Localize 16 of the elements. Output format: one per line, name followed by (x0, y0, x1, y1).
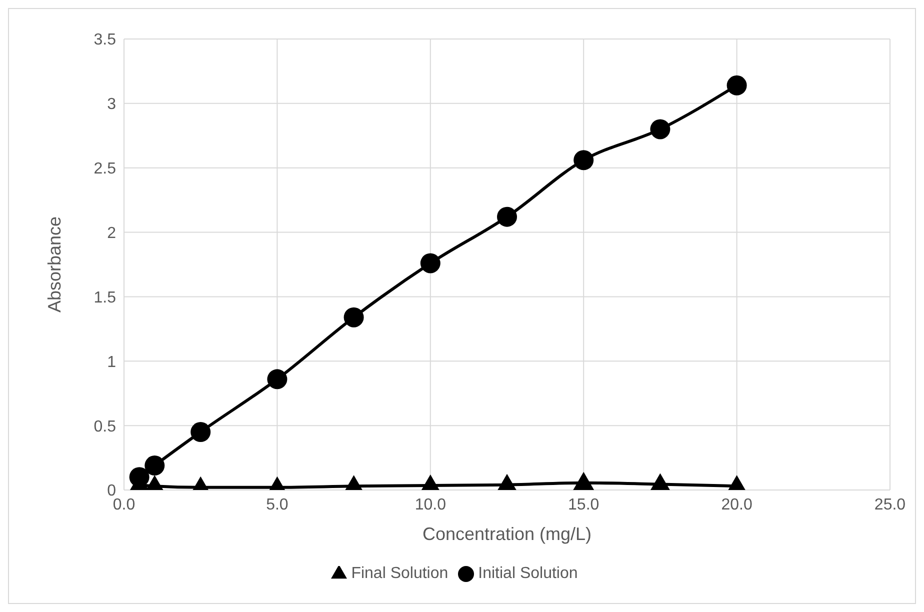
x-tick-label: 20.0 (721, 496, 752, 514)
y-axis-title: Absorbance (44, 216, 64, 313)
y-tick-label: 1.5 (94, 289, 116, 306)
y-tick-label: 0.5 (94, 418, 116, 436)
x-tick-label: 25.0 (874, 496, 906, 514)
y-tick-label: 3 (107, 96, 116, 114)
y-tick-label: 2 (107, 224, 116, 242)
y-tick-label: 2.5 (94, 160, 116, 178)
y-tick-label: 1 (107, 354, 116, 371)
x-tick-label: 15.0 (568, 496, 600, 514)
x-tick-label: 5.0 (266, 496, 288, 514)
legend-label: Initial Solution (478, 565, 578, 582)
x-axis-title: Concentration (mg/L) (422, 524, 592, 544)
legend-label: Final Solution (351, 565, 448, 582)
y-tick-label: 3.5 (94, 32, 116, 49)
x-tick-label: 10.0 (414, 496, 446, 514)
